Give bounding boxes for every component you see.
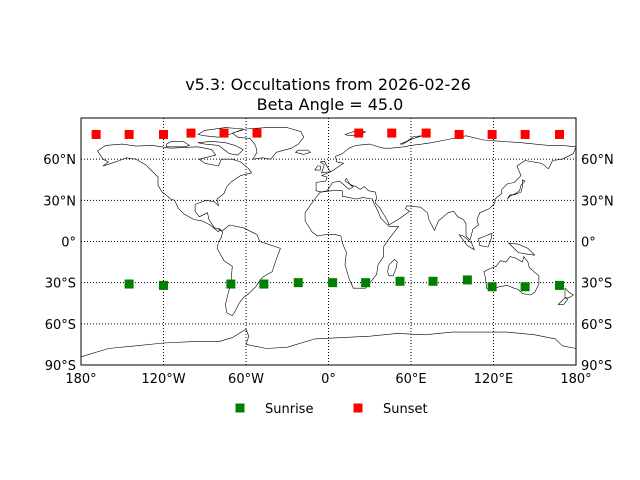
longitude-tick-label: 180° (560, 372, 591, 387)
coastline-madagascar (387, 258, 398, 277)
latitude-tick-label-right: 60°N (581, 153, 614, 168)
legend-label-sunrise: Sunrise (265, 402, 313, 417)
sunrise-point (226, 279, 236, 289)
coastline-japan (506, 179, 526, 200)
sunrise-point (328, 278, 338, 288)
map-frame (80, 117, 577, 366)
sunrise-point (462, 275, 472, 285)
sunset-point (555, 129, 564, 139)
latitude-tick-label-right: 90°S (581, 359, 612, 374)
latitude-tick-label-right: 0° (581, 236, 596, 251)
sunset-point (354, 128, 364, 138)
longitude-tick-label: 0° (321, 372, 336, 387)
coastline-africa (304, 190, 399, 289)
sunrise-point (293, 278, 303, 288)
longitude-tick-label: 60°W (228, 372, 264, 387)
longitude-tick-label: 120°W (141, 372, 185, 387)
coastline-nz-south (557, 297, 569, 305)
sunset-point (520, 129, 530, 139)
coastline-greenland (232, 127, 305, 160)
coastline-australia (483, 256, 540, 296)
legend-label-sunset: Sunset (383, 402, 428, 417)
coastline-sumatra-borneo (458, 234, 475, 250)
sunset-point (387, 128, 397, 138)
coastline-iceland (295, 149, 311, 155)
latitude-tick-label-left: 90°S (45, 359, 76, 374)
sunset-point (454, 129, 464, 139)
sunset-point (124, 129, 134, 139)
longitude-tick-label: 60°E (395, 372, 426, 387)
sunset-point (159, 129, 168, 139)
longitude-tick-labels: 180° 120°W 60°W 0° 60°E 120°E 180° (65, 372, 591, 387)
latitude-tick-label-left: 30°N (43, 194, 76, 209)
legend: Sunrise Sunset (235, 402, 428, 417)
sunrise-point (555, 280, 564, 290)
latitude-tick-label-right: 30°N (581, 194, 614, 209)
sunset-point (91, 129, 101, 139)
sunrise-point (361, 278, 371, 288)
sunrise-point (395, 276, 405, 286)
sunset-point (252, 128, 262, 138)
sunrise-point (520, 282, 530, 292)
legend-marker-sunset (353, 403, 363, 413)
coastline-antarctica (80, 328, 577, 358)
latitude-tick-label-left: 0° (61, 236, 76, 251)
coastline-new-guinea (508, 242, 536, 256)
coastline-canadian-arctic (197, 141, 244, 156)
coastline-victoria-island (166, 141, 190, 148)
sunrise-point (159, 280, 168, 290)
latitude-tick-labels: 60°N 60°N 30°N 30°N 0° 0° 30°S 30°S 60°S 60°S 90°S… (43, 153, 614, 374)
graticule-grid (81, 118, 576, 365)
coastline-europe-asia (315, 135, 577, 241)
sunset-point (421, 128, 431, 138)
sunrise-point (259, 279, 269, 289)
sunrise-point (124, 279, 134, 289)
longitude-tick-label: 180° (65, 372, 96, 387)
legend-marker-sunrise (235, 403, 245, 413)
longitude-tick-label: 120°E (474, 372, 514, 387)
chart-subtitle: Beta Angle = 45.0 (257, 95, 404, 114)
coastline-ireland (314, 165, 321, 171)
coastline-north-america (97, 143, 252, 233)
chart-title: v5.3: Occultations from 2026-02-26 (185, 75, 471, 94)
coastlines (80, 127, 577, 358)
sunset-point (186, 128, 196, 138)
sunrise-point (428, 276, 438, 286)
latitude-tick-label-left: 30°S (45, 277, 76, 292)
sunset-point (487, 129, 497, 139)
coastline-south-america (216, 224, 281, 316)
occultation-points (91, 128, 564, 292)
latitude-tick-label-left: 60°N (43, 153, 76, 168)
coastline-borneo (478, 233, 493, 248)
sunrise-point (487, 282, 497, 292)
coastline-arabia-islands-uk (319, 160, 331, 174)
latitude-tick-label-left: 60°S (45, 318, 76, 333)
latitude-tick-label-right: 30°S (581, 277, 612, 292)
coastline-new-zealand (564, 287, 574, 299)
latitude-tick-label-right: 60°S (581, 318, 612, 333)
sunset-point (219, 128, 229, 138)
